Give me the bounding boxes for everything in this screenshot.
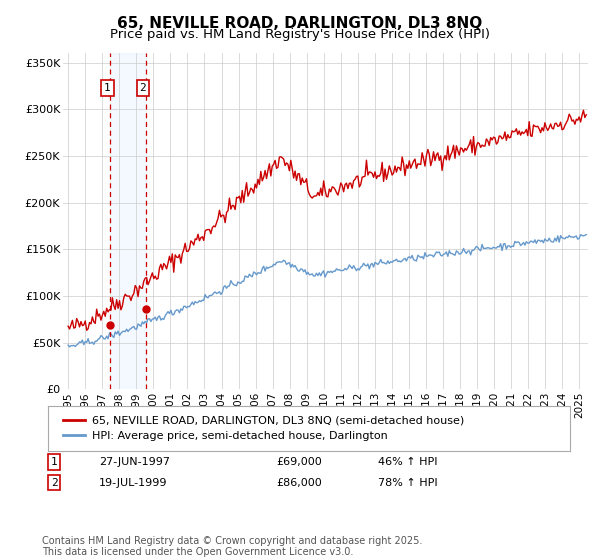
Text: 1: 1	[50, 457, 58, 467]
Text: 46% ↑ HPI: 46% ↑ HPI	[378, 457, 437, 467]
Text: 2: 2	[50, 478, 58, 488]
Text: 78% ↑ HPI: 78% ↑ HPI	[378, 478, 437, 488]
Text: £86,000: £86,000	[276, 478, 322, 488]
Text: Contains HM Land Registry data © Crown copyright and database right 2025.
This d: Contains HM Land Registry data © Crown c…	[42, 535, 422, 557]
Text: 1: 1	[104, 83, 111, 93]
Text: 65, NEVILLE ROAD, DARLINGTON, DL3 8NQ: 65, NEVILLE ROAD, DARLINGTON, DL3 8NQ	[118, 16, 482, 31]
Text: 2: 2	[139, 83, 146, 93]
Legend: 65, NEVILLE ROAD, DARLINGTON, DL3 8NQ (semi-detached house), HPI: Average price,: 65, NEVILLE ROAD, DARLINGTON, DL3 8NQ (s…	[59, 411, 469, 446]
Text: 19-JUL-1999: 19-JUL-1999	[99, 478, 167, 488]
Text: 27-JUN-1997: 27-JUN-1997	[99, 457, 170, 467]
Bar	[110, 53, 146, 389]
Text: Price paid vs. HM Land Registry's House Price Index (HPI): Price paid vs. HM Land Registry's House …	[110, 28, 490, 41]
Text: £69,000: £69,000	[276, 457, 322, 467]
